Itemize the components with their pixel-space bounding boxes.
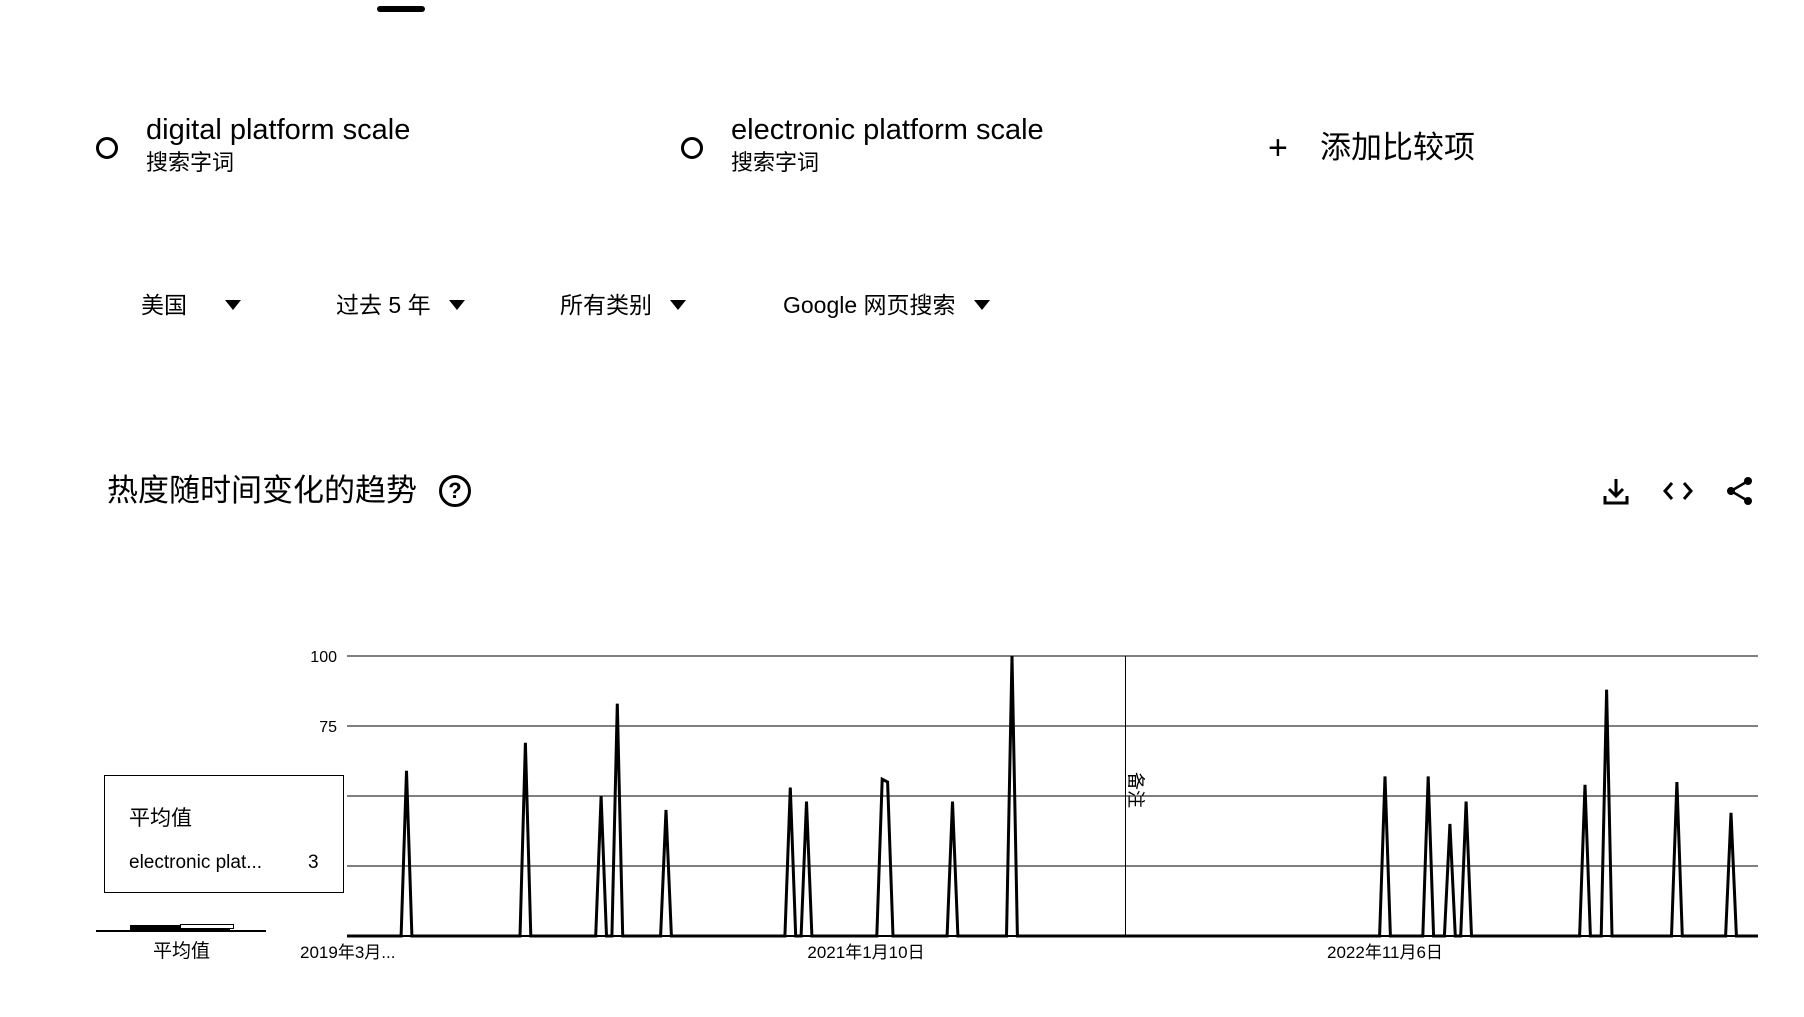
region-filter[interactable]: 美国 — [141, 290, 241, 320]
average-title: 平均值 — [129, 807, 192, 830]
filter-label: 过去 5 年 — [336, 292, 431, 318]
term-type: 搜索字词 — [731, 150, 820, 175]
embed-icon[interactable] — [1662, 474, 1694, 508]
section-header: 热度随时间变化的趋势 ? — [107, 470, 471, 512]
average-box: 平均值 electronic plat... 3 — [104, 775, 344, 893]
x-tick-label: 2022年11月6日 — [1327, 943, 1443, 962]
top-indicator — [377, 6, 425, 12]
y-tick-label: 75 — [319, 719, 337, 736]
share-icon[interactable] — [1724, 474, 1756, 508]
x-tick-label: 2021年1月10日 — [807, 943, 924, 962]
search-term-2[interactable]: electronic platform scale 搜索字词 — [681, 112, 1044, 178]
time-filter[interactable]: 过去 5 年 — [336, 290, 465, 320]
series-line — [347, 655, 1758, 938]
add-comparison-button[interactable]: + 添加比较项 — [1268, 128, 1475, 168]
caret-down-icon — [973, 300, 990, 310]
section-title: 热度随时间变化的趋势 — [107, 473, 417, 508]
search-type-filter[interactable]: Google 网页搜索 — [783, 290, 990, 320]
search-term-1[interactable]: digital platform scale 搜索字词 — [96, 112, 410, 178]
average-axis — [96, 930, 266, 932]
help-icon[interactable]: ? — [439, 475, 471, 507]
caret-down-icon — [225, 300, 241, 310]
term-name: electronic platform scale — [731, 114, 1044, 146]
y-tick-label: 100 — [310, 649, 337, 666]
filter-label: 所有类别 — [560, 292, 652, 318]
annotation-label: 备注 — [1124, 772, 1145, 808]
caret-down-icon — [448, 300, 465, 310]
term-type: 搜索字词 — [146, 150, 235, 175]
average-bar-outline — [180, 924, 234, 929]
average-axis-label: 平均值 — [153, 941, 211, 962]
chart-actions — [1600, 474, 1756, 508]
filter-label: 美国 — [141, 292, 187, 318]
average-value: 3 — [308, 852, 319, 873]
caret-down-icon — [670, 300, 686, 310]
add-comparison-label: 添加比较项 — [1320, 130, 1475, 165]
category-filter[interactable]: 所有类别 — [560, 290, 686, 320]
average-series-label: electronic plat... — [129, 852, 263, 873]
x-tick-label: 2019年3月... — [300, 943, 395, 962]
filter-label: Google 网页搜索 — [783, 292, 956, 318]
circle-icon — [96, 137, 118, 159]
plus-icon: + — [1268, 129, 1288, 167]
download-icon[interactable] — [1600, 474, 1632, 508]
circle-icon — [681, 137, 703, 159]
term-name: digital platform scale — [146, 114, 411, 146]
